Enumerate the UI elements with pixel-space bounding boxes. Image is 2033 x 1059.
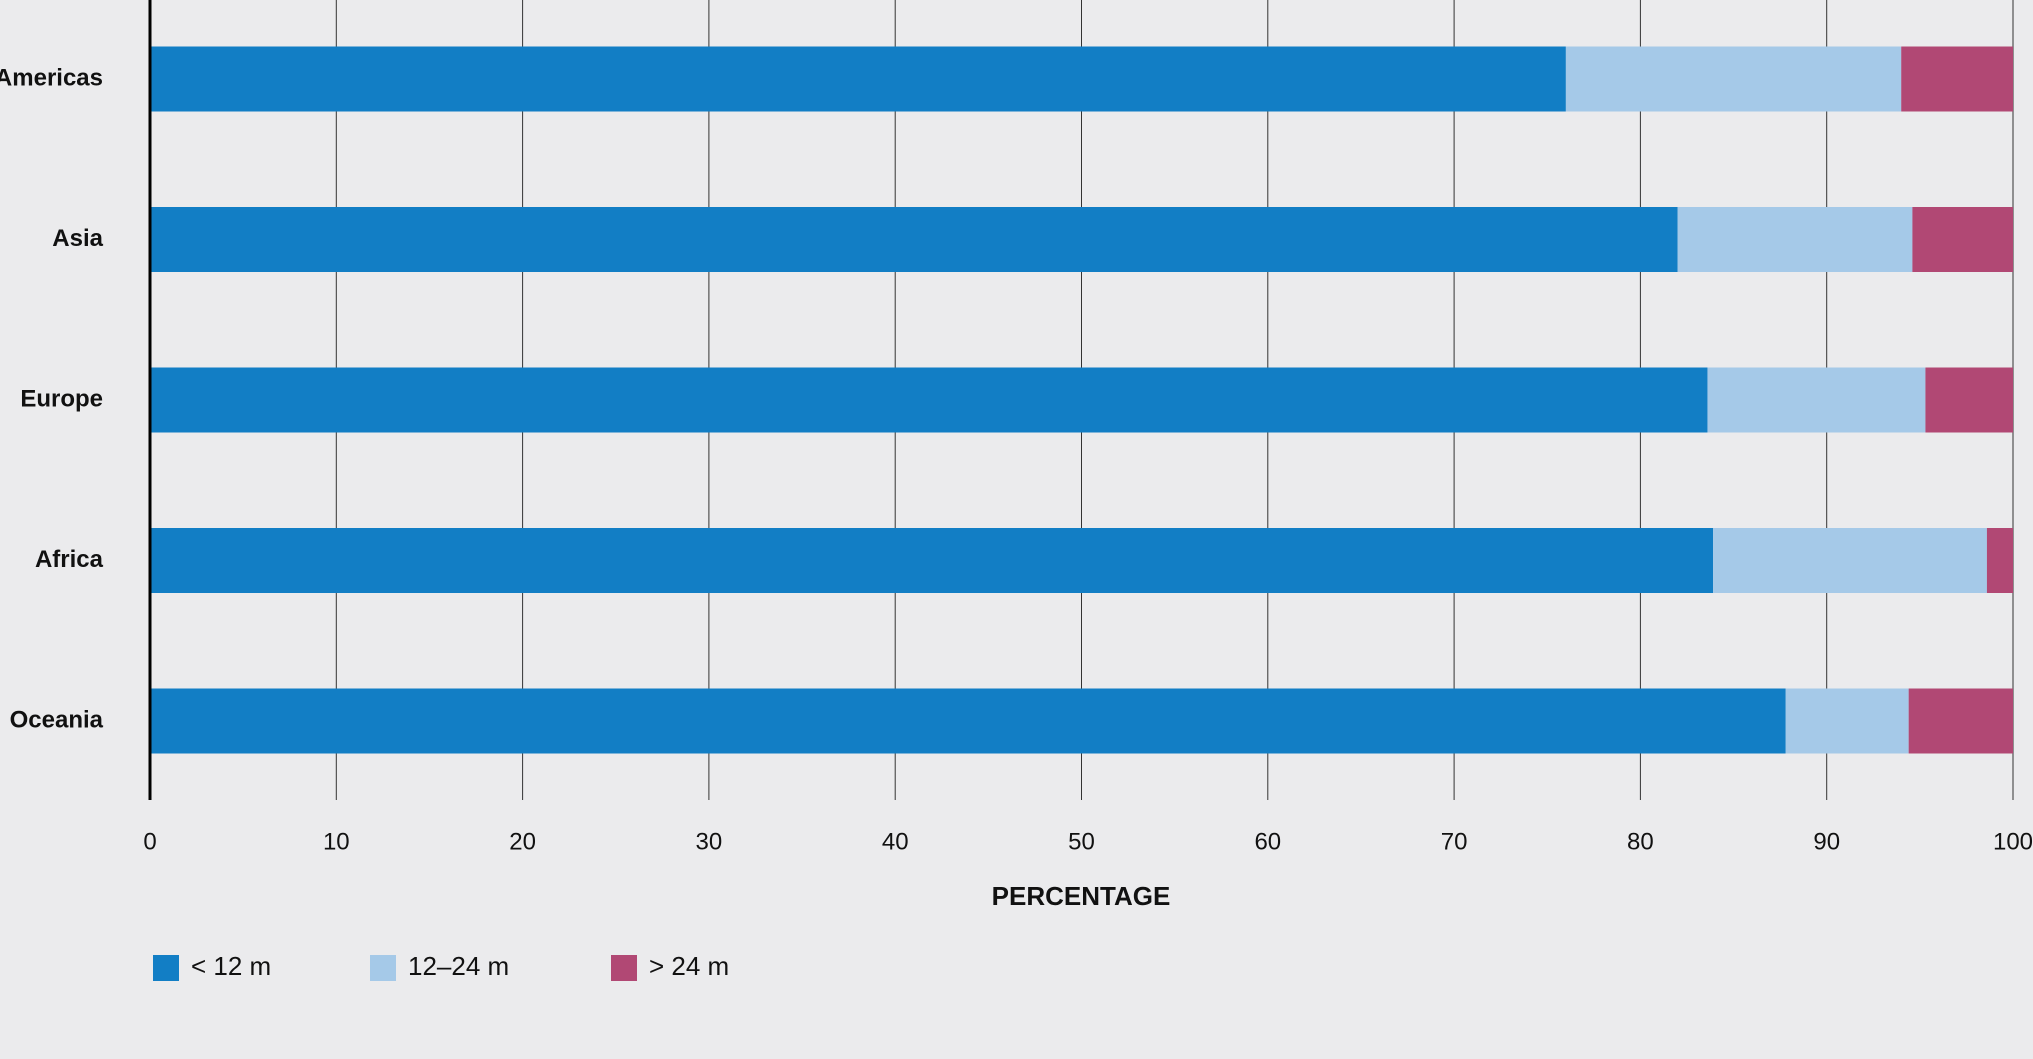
y-tick-label: Africa <box>35 546 104 573</box>
x-tick-label: 100 <box>1993 828 2033 855</box>
bar-segment <box>1901 46 2013 112</box>
x-tick-label: 40 <box>882 828 909 855</box>
x-tick-label: 10 <box>323 828 350 855</box>
bar-segment <box>150 688 1786 754</box>
bar-segment <box>150 46 1566 112</box>
bar-segment <box>1677 207 1913 272</box>
y-tick-label: Europe <box>20 385 103 412</box>
bar-segment <box>150 528 1714 593</box>
x-tick-label: 70 <box>1441 828 1468 855</box>
bar-segment <box>1908 688 2013 754</box>
x-tick-label: 60 <box>1254 828 1281 855</box>
bar-segment <box>1986 528 2013 593</box>
bar-segment <box>1785 688 1909 754</box>
legend-label: > 24 m <box>649 951 729 981</box>
y-tick-label: Americas <box>0 64 103 91</box>
y-tick-label: Asia <box>52 225 103 252</box>
bar-segment <box>1912 207 2013 272</box>
bar-segment <box>150 207 1678 272</box>
x-tick-label: 50 <box>1068 828 1095 855</box>
y-tick-label: Oceania <box>10 706 104 733</box>
legend-swatch <box>153 955 179 981</box>
x-tick-label: 80 <box>1627 828 1654 855</box>
x-tick-label: 30 <box>696 828 723 855</box>
x-axis-label: PERCENTAGE <box>992 881 1171 911</box>
bar-segment <box>1707 367 1926 433</box>
legend-swatch <box>611 955 637 981</box>
legend-label: 12–24 m <box>408 951 509 981</box>
bar-segment <box>1713 528 1987 593</box>
bar-segment <box>1565 46 1902 112</box>
x-tick-label: 90 <box>1813 828 1840 855</box>
legend-label: < 12 m <box>191 951 271 981</box>
x-tick-label: 0 <box>143 828 156 855</box>
bar-segment <box>150 367 1708 433</box>
legend-swatch <box>370 955 396 981</box>
x-tick-label: 20 <box>509 828 536 855</box>
bar-segment <box>1925 367 2013 433</box>
